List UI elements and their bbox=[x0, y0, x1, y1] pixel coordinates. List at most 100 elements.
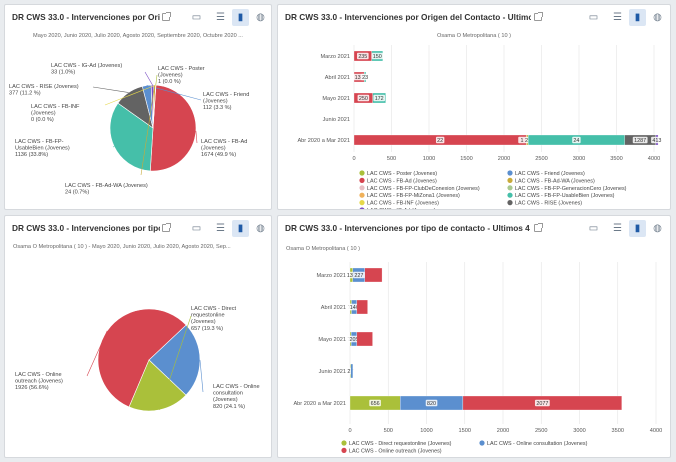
legend-swatch bbox=[359, 177, 365, 183]
open-external-icon[interactable] bbox=[162, 223, 171, 232]
y-category-label: Junio 2021 bbox=[319, 369, 346, 375]
data-label-bg bbox=[357, 52, 369, 60]
open-external-icon[interactable] bbox=[534, 223, 543, 232]
panel-intervenciones-tipo-pie: DR CWS 33.0 - Intervenciones por tipo ..… bbox=[4, 215, 272, 458]
data-label-bg bbox=[373, 94, 385, 102]
bar-chart-icon[interactable]: ▮ bbox=[232, 220, 249, 237]
data-label: 205 bbox=[350, 337, 359, 343]
x-tick-label: 500 bbox=[384, 428, 393, 434]
list-icon[interactable]: ☰ bbox=[613, 12, 622, 23]
data-label-bg bbox=[425, 399, 438, 407]
data-label-bg bbox=[353, 271, 365, 279]
legend-swatch bbox=[507, 170, 513, 176]
data-label: 137 bbox=[355, 75, 364, 81]
pie-label: LAC CWS - Online bbox=[15, 372, 62, 378]
pie-leader-line bbox=[195, 130, 198, 144]
globe-icon[interactable]: ◍ bbox=[653, 223, 662, 234]
data-label: 1287 bbox=[634, 138, 646, 144]
pie-label: LAC CWS - FB-FP- bbox=[15, 139, 64, 145]
pie-label: 1926 (56.6%) bbox=[15, 385, 49, 391]
data-label-bg bbox=[572, 136, 581, 144]
legend-label: LAC CWS - FB-INF (Jovenes) bbox=[367, 201, 439, 207]
open-external-icon[interactable] bbox=[534, 12, 543, 21]
legend-swatch bbox=[507, 192, 513, 198]
bar-segment bbox=[364, 267, 383, 283]
pie-label: (Jovenes) bbox=[213, 397, 238, 403]
comment-icon[interactable]: ▭ bbox=[588, 12, 599, 23]
pie-leader-line bbox=[86, 330, 108, 377]
comment-icon[interactable]: ▭ bbox=[191, 12, 202, 23]
pie-label: 1674 (49.9 %) bbox=[201, 152, 236, 158]
pie-leader-line bbox=[159, 315, 192, 411]
panel-intervenciones-origen-bar: DR CWS 33.0 - Intervenciones por Origen … bbox=[277, 4, 671, 210]
bar-chart-icon[interactable]: ▮ bbox=[232, 9, 249, 26]
legend-swatch bbox=[359, 192, 365, 198]
x-tick-label: 1500 bbox=[460, 156, 472, 162]
globe-icon[interactable]: ◍ bbox=[653, 12, 662, 23]
pie-leader-line bbox=[92, 86, 129, 93]
pie-label: 1 (0.0 %) bbox=[158, 79, 181, 85]
data-label-bg bbox=[632, 136, 648, 144]
globe-icon[interactable]: ◍ bbox=[256, 12, 265, 23]
pie-label: (Jovenes) bbox=[191, 319, 216, 325]
legend-swatch bbox=[359, 200, 365, 206]
data-label-bg bbox=[369, 399, 381, 407]
panel-title: DR CWS 33.0 - Intervenciones por tipo de… bbox=[285, 223, 531, 233]
y-category-label: Abril 2021 bbox=[321, 305, 346, 311]
pie-label: LAC CWS - IG-Ad (Jovenes) bbox=[51, 63, 122, 69]
y-category-label: Marzo 2021 bbox=[316, 273, 346, 279]
comment-icon[interactable]: ▭ bbox=[588, 223, 599, 234]
legend-label: LAC CWS - FB-FP-MiZona1 (Jovenes) bbox=[367, 193, 460, 199]
x-tick-label: 0 bbox=[352, 156, 355, 162]
data-label: 22 bbox=[437, 138, 443, 144]
bar-chart-icon[interactable]: ▮ bbox=[629, 220, 646, 237]
data-label-bg bbox=[360, 73, 370, 81]
chart-subtitle: Osama O Metropolitana ( 10 ) bbox=[286, 246, 360, 252]
legend-swatch bbox=[359, 170, 365, 176]
pie-label: UsableBien (Jovenes) bbox=[15, 146, 70, 152]
list-icon[interactable]: ☰ bbox=[216, 12, 225, 23]
x-tick-label: 3000 bbox=[573, 428, 585, 434]
x-tick-label: 3500 bbox=[610, 156, 622, 162]
data-label: 2077 bbox=[536, 401, 548, 407]
pie-label: requestonline bbox=[191, 313, 225, 319]
panel-intervenciones-origen-pie: DR CWS 33.0 - Intervenciones por Ori... … bbox=[4, 4, 272, 210]
x-tick-label: 2000 bbox=[497, 428, 509, 434]
pie-label: LAC CWS - FB-Ad-WA (Jovenes) bbox=[65, 183, 148, 189]
data-label: 137 bbox=[347, 273, 356, 279]
open-external-icon[interactable] bbox=[162, 12, 171, 21]
bar-chart-icon[interactable]: ▮ bbox=[629, 9, 646, 26]
data-label-bg bbox=[371, 52, 384, 60]
pie-label: 0 (0.0 %) bbox=[31, 117, 54, 123]
list-icon[interactable]: ☰ bbox=[216, 223, 225, 234]
data-label: 1 298 bbox=[521, 138, 535, 144]
x-tick-label: 4000 bbox=[648, 156, 660, 162]
legend-label: LAC CWS - Poster (Jovenes) bbox=[367, 171, 437, 177]
panel-header: DR CWS 33.0 - Intervenciones por Ori... … bbox=[5, 5, 271, 31]
y-category-label: Abr 2020 a Mar 2021 bbox=[293, 401, 346, 407]
x-tick-label: 3500 bbox=[612, 428, 624, 434]
x-tick-label: 2500 bbox=[535, 156, 547, 162]
y-category-label: Marzo 2021 bbox=[320, 54, 350, 60]
list-icon[interactable]: ☰ bbox=[613, 223, 622, 234]
x-tick-label: 2500 bbox=[535, 428, 547, 434]
globe-icon[interactable]: ◍ bbox=[256, 223, 265, 234]
pie-label: 24 (0.7%) bbox=[65, 190, 89, 196]
legend-label: LAC CWS - FB-FP-ClubDeConexion (Jovenes) bbox=[367, 186, 480, 192]
pie-label: (Jovenes) bbox=[201, 146, 226, 152]
pie-label: LAC CWS - Direct bbox=[191, 306, 237, 312]
pie-label: LAC CWS - Poster bbox=[158, 66, 205, 72]
panel-header: DR CWS 33.0 - Intervenciones por Origen … bbox=[278, 5, 670, 31]
pie-label: LAC CWS - FB-Ad bbox=[201, 139, 247, 145]
legend-label: LAC CWS - FB-FP-UsableBien (Jovenes) bbox=[515, 193, 615, 199]
panel-title: DR CWS 33.0 - Intervenciones por Origen … bbox=[285, 12, 531, 22]
pie-label: 1136 (33.8%) bbox=[15, 152, 48, 158]
legend-swatch bbox=[479, 440, 485, 446]
pie-label: 33 (1.0%) bbox=[51, 70, 75, 76]
x-tick-label: 2000 bbox=[498, 156, 510, 162]
y-category-label: Mayo 2021 bbox=[318, 337, 346, 343]
data-label: 140 bbox=[350, 305, 359, 311]
legend-label: LAC CWS - Online consultation (Jovenes) bbox=[487, 441, 588, 447]
comment-icon[interactable]: ▭ bbox=[191, 223, 202, 234]
pie-chart-origen: LAC CWS - FB-Ad(Jovenes)1674 (49.9 %) LAC… bbox=[9, 63, 249, 196]
